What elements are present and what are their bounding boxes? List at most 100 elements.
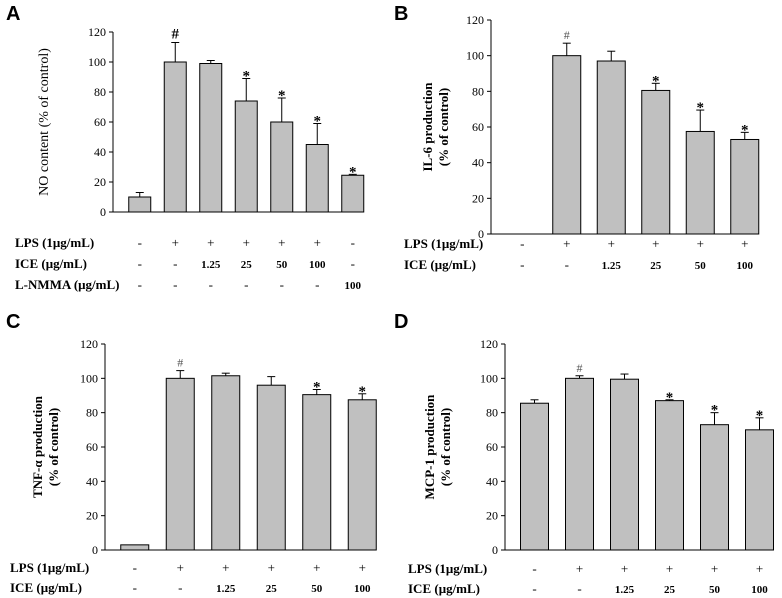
treatment-cell: +: [172, 235, 179, 250]
bar: [341, 174, 365, 213]
y-axis-label: (% of control): [436, 88, 451, 166]
y-tick-label: 80: [94, 85, 106, 99]
bar: [685, 130, 715, 235]
treatment-cell: 1.25: [216, 583, 236, 595]
treatment-cell: 1.25: [602, 260, 622, 272]
bar: [302, 394, 332, 551]
bar: [641, 89, 671, 235]
treatment-cell: +: [697, 236, 704, 251]
treatment-cell: +: [268, 560, 275, 575]
y-tick-label: 20: [486, 509, 498, 523]
treatment-cell: +: [207, 235, 214, 250]
treatment-cell: +: [741, 236, 748, 251]
y-tick-label: 60: [472, 120, 484, 134]
treatment-cell: +: [756, 561, 763, 576]
treatment-cell: -: [351, 256, 355, 271]
significance-star: *: [666, 390, 674, 406]
significance-hash: #: [564, 28, 570, 42]
treatment-cell: +: [278, 235, 285, 250]
y-tick-label: 40: [86, 474, 98, 488]
treatment-cell: 50: [709, 584, 721, 596]
panel-label: B: [394, 3, 408, 25]
y-tick-label: 80: [86, 406, 98, 420]
y-tick-label: 60: [486, 440, 498, 454]
y-tick-label: 20: [472, 191, 484, 205]
treatment-cell: 25: [650, 260, 662, 272]
y-tick-label: 40: [94, 145, 106, 159]
significance-star: *: [741, 122, 749, 138]
bar: [655, 400, 684, 551]
y-axis-label: MCP-1 production: [422, 394, 437, 500]
bar: [120, 544, 150, 551]
treatment-cell: 100: [354, 583, 371, 595]
treatment-cell: -: [532, 561, 536, 576]
significance-star: *: [697, 100, 705, 116]
treatment-cell: 100: [751, 584, 768, 596]
treatment-cell: -: [138, 256, 142, 271]
bar: [610, 378, 639, 551]
treatment-cell: +: [608, 236, 615, 251]
y-tick-label: 120: [88, 25, 106, 39]
chart-panel-c: C 0 20 40 60 80 100 120 TNF-α production (% of co…: [6, 311, 377, 595]
significance-hash: #: [177, 356, 183, 370]
treatment-cell: -: [280, 277, 284, 292]
treatment-cell: -: [351, 235, 355, 250]
y-axis-label: (% of control): [438, 408, 453, 486]
treatment-cell: -: [178, 580, 182, 595]
y-tick-label: 100: [88, 55, 106, 69]
bar: [128, 196, 152, 213]
treatment-cell: +: [652, 236, 659, 251]
panel-label: C: [6, 311, 20, 333]
treatment-cell: -: [577, 581, 581, 596]
treatment-cell: -: [520, 236, 524, 251]
treatment-cell: 100: [737, 260, 754, 272]
treatment-cell: +: [576, 561, 583, 576]
treatment-cell: -: [138, 235, 142, 250]
treatment-cell: -: [133, 580, 137, 595]
bar: [234, 100, 258, 213]
treatment-row-label: ICE (μg/mL): [10, 580, 82, 595]
significance-hash: #: [172, 27, 180, 43]
bar: [199, 63, 223, 213]
treatment-cell: 50: [276, 259, 288, 271]
y-tick-label: 100: [80, 371, 98, 385]
y-tick-label: 100: [480, 371, 498, 385]
significance-star: *: [278, 88, 286, 104]
treatment-cell: -: [532, 581, 536, 596]
significance-star: *: [756, 408, 764, 424]
bar: [256, 384, 286, 551]
treatment-row-label: LPS (1μg/mL): [10, 560, 89, 575]
treatment-cell: +: [177, 560, 184, 575]
bar: [745, 429, 774, 551]
y-tick-label: 60: [94, 115, 106, 129]
significance-star: *: [359, 384, 367, 400]
y-tick-label: 20: [94, 175, 106, 189]
treatment-row-label: ICE (μg/mL): [408, 581, 480, 596]
y-tick-label: 80: [486, 406, 498, 420]
bar: [163, 61, 187, 213]
treatment-cell: +: [314, 235, 321, 250]
bar: [305, 144, 329, 213]
treatment-cell: 25: [241, 259, 253, 271]
y-tick-label: 20: [86, 509, 98, 523]
treatment-cell: -: [209, 277, 213, 292]
treatment-cell: -: [520, 257, 524, 272]
treatment-cell: -: [173, 256, 177, 271]
bar: [270, 121, 294, 213]
treatment-cell: -: [244, 277, 248, 292]
treatment-cell: -: [138, 277, 142, 292]
chart-panel-a: A 0 20 40 60 80 100 120 NO content (% of control…: [6, 3, 365, 292]
y-tick-label: 40: [486, 474, 498, 488]
treatment-cell: +: [711, 561, 718, 576]
bar: [211, 375, 241, 551]
treatment-cell: +: [666, 561, 673, 576]
significance-star: *: [313, 379, 321, 395]
y-tick-label: 100: [466, 49, 484, 63]
treatment-cell: +: [359, 560, 366, 575]
y-tick-label: 40: [472, 156, 484, 170]
y-tick-label: 0: [478, 227, 484, 241]
treatment-cell: +: [313, 560, 320, 575]
treatment-cell: +: [243, 235, 250, 250]
y-tick-label: 0: [492, 543, 498, 557]
treatment-cell: 25: [266, 583, 278, 595]
